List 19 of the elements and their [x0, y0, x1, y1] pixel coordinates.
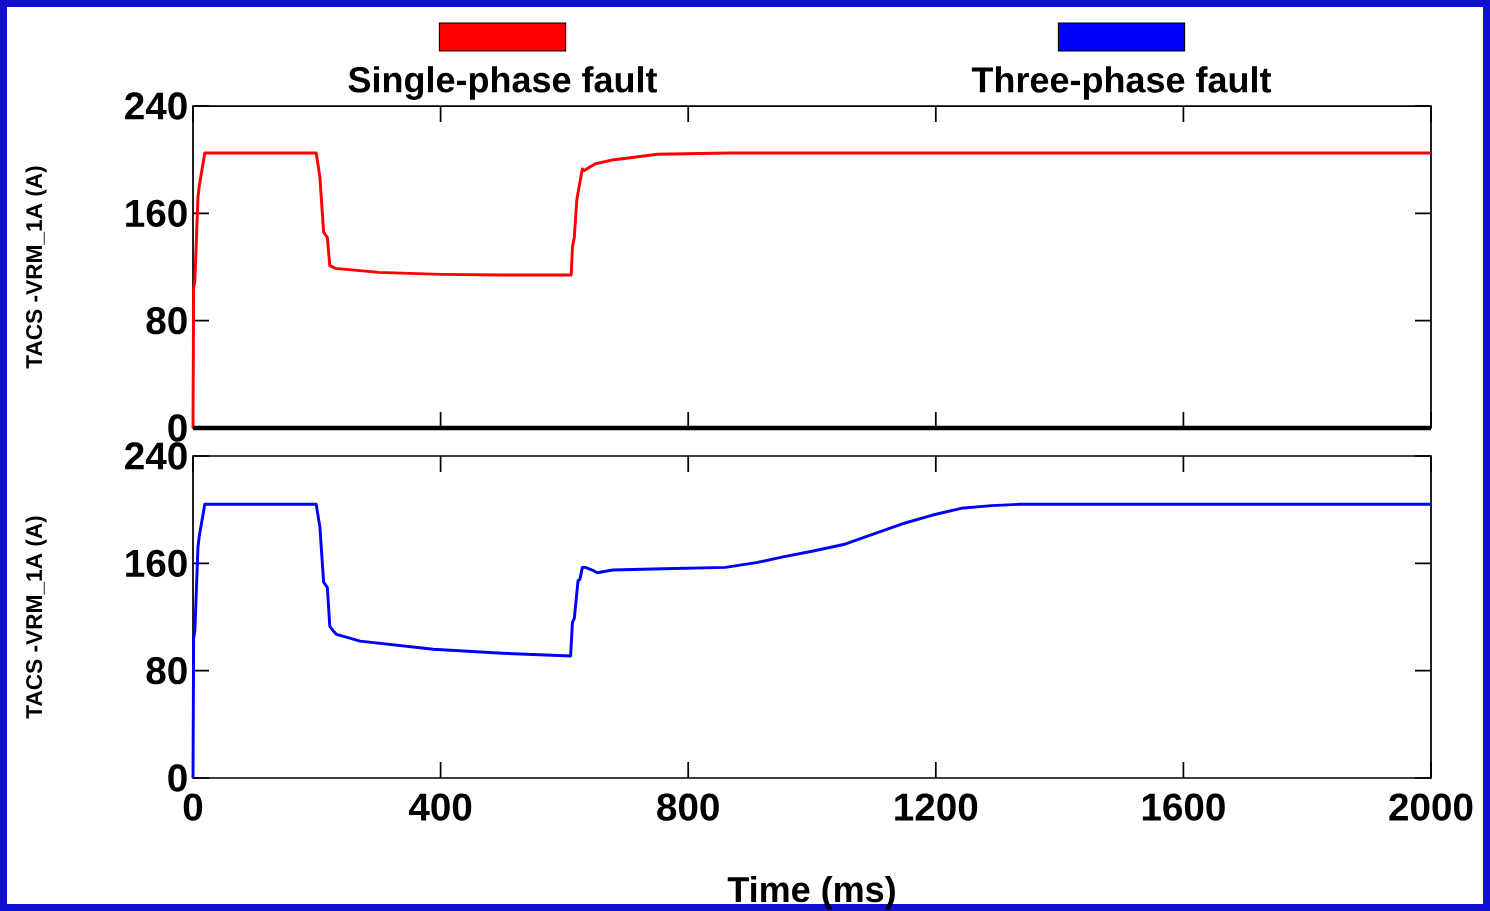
x-tick-label: 1600	[1142, 793, 1225, 821]
x-axis-title: Time (ms)	[727, 875, 895, 910]
y-tick-label: 0	[168, 764, 187, 792]
y-tick-label: 80	[146, 656, 187, 685]
y-tick-label: 160	[126, 549, 187, 578]
x-tick-label: 1200	[895, 793, 978, 821]
y-axis-title: TACS -VRM_1A (A)	[25, 166, 47, 369]
line-series	[191, 151, 1433, 430]
y-tick-label: 240	[125, 92, 187, 120]
legend-label: Three-phase fault	[971, 66, 1272, 100]
y-axis-title: TACS -VRM_1A (A)	[25, 516, 47, 719]
y-tick-label: 240	[125, 442, 187, 470]
x-tick-label: 800	[657, 793, 719, 821]
y-tick-label: 0	[168, 414, 187, 442]
x-tick-label: 400	[408, 793, 472, 821]
y-tick-label: 80	[146, 306, 187, 335]
x-tick-label: 2000	[1389, 793, 1473, 821]
legend-label: Single-phase fault	[348, 66, 658, 100]
y-tick-label: 160	[126, 199, 187, 228]
